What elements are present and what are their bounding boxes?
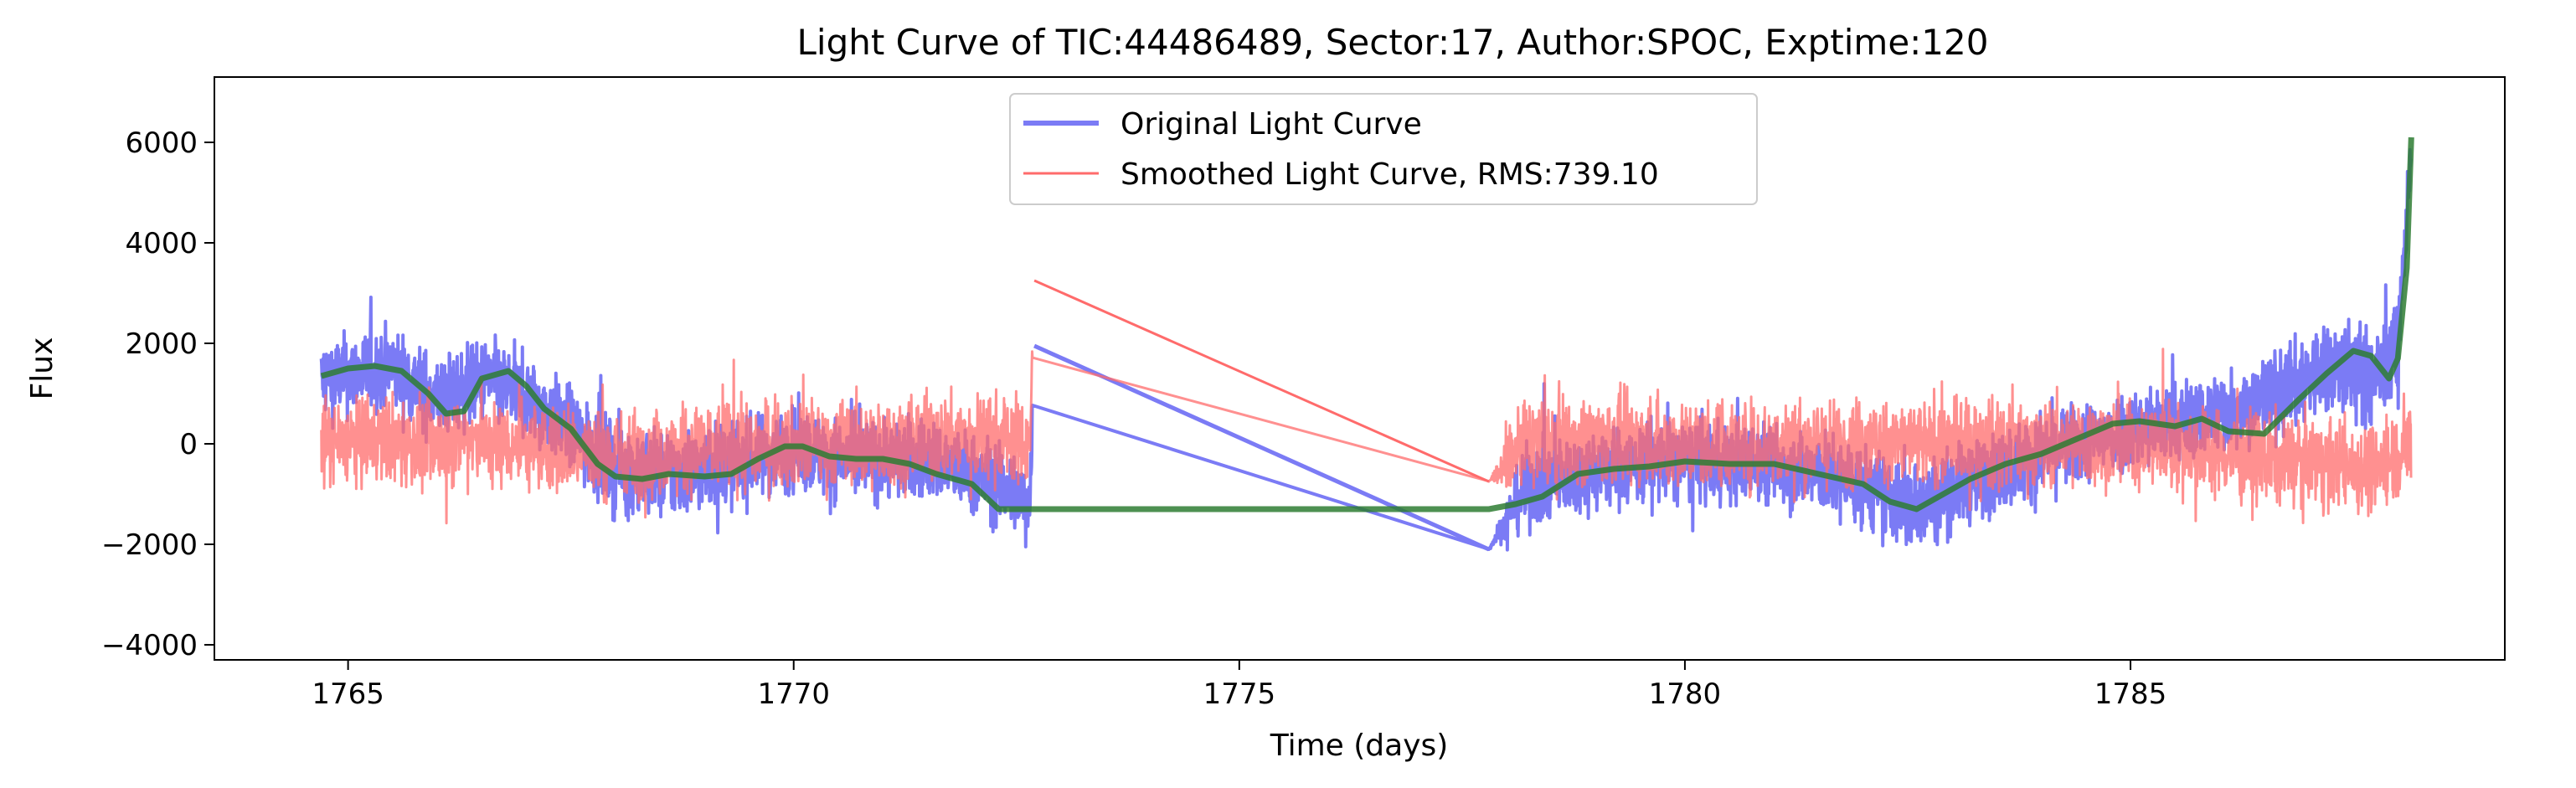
y-tick-label: 0 [179,428,198,461]
y-tick-label: −4000 [101,629,198,662]
x-tick-label: 1770 [757,677,830,711]
y-tick-label: 2000 [125,327,198,361]
x-axis-label: Time (days) [1270,729,1449,763]
smoothed-light-curve [320,348,2413,525]
x-tick-label: 1765 [312,677,384,711]
y-axis-label: Flux [25,337,59,400]
chart-title: Light Curve of TIC:44486489, Sector:17, … [797,22,1989,63]
plot-area [214,76,2506,661]
series-gap-line-1 [1033,279,1490,483]
legend-box [1009,93,1758,205]
y-tick-label: 4000 [125,227,198,260]
legend-label-smoothed: Smoothed Light Curve, RMS:739.10 [1121,157,1659,192]
y-axis: −4000 −2000 0 2000 4000 6000 [101,126,214,662]
x-tick-label: 1785 [2094,677,2167,711]
series-layer [319,136,2414,552]
trend-line [320,136,2414,512]
legend-label-original: Original Light Curve [1121,107,1422,142]
x-tick-label: 1780 [1649,677,1722,711]
y-tick-label: −2000 [101,528,198,562]
y-tick-label: 6000 [125,126,198,160]
axes-frame [214,76,2506,661]
legend: Original Light Curve Smoothed Light Curv… [1009,93,1758,205]
x-axis: 1765 1770 1775 1780 1785 [312,660,2166,711]
x-tick-label: 1775 [1203,677,1276,711]
